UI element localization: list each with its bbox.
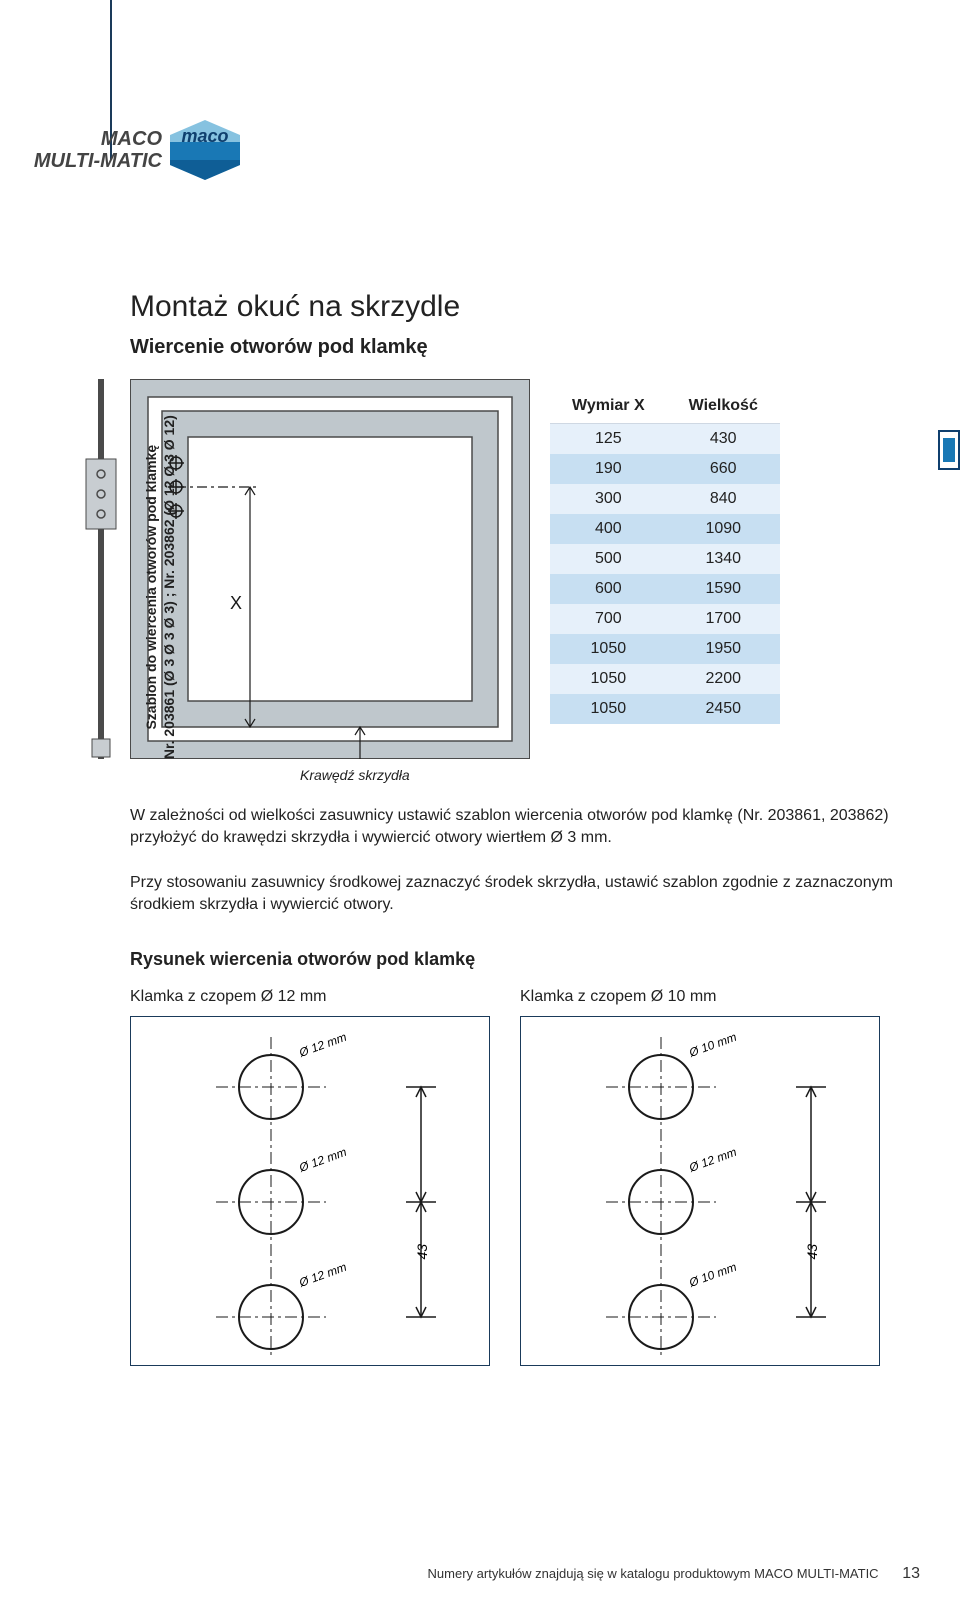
table-cell: 1700 xyxy=(667,604,780,634)
svg-text:Ø 12 mm: Ø 12 mm xyxy=(296,1144,348,1174)
table-cell: 430 xyxy=(667,424,780,455)
table-row: 125430 xyxy=(550,424,780,455)
brand-line1: MACO xyxy=(0,128,162,150)
paragraph-2: Przy stosowaniu zasuwnicy środkowej zazn… xyxy=(130,872,910,917)
drill-col-left: Klamka z czopem Ø 12 mm Ø 12 mmØ 12 mmØ … xyxy=(130,988,490,1366)
logo-text-svg: maco xyxy=(181,126,228,146)
side-label-line2: Nr. 203861 (Ø 3 Ø 3 Ø 3) ; Nr. 203862 (Ø… xyxy=(161,415,177,759)
drill-col-right: Klamka z czopem Ø 10 mm Ø 10 mmØ 12 mmØ … xyxy=(520,988,880,1366)
paragraph-1: W zależności od wielkości zasuwnicy usta… xyxy=(130,805,910,850)
svg-text:Ø 12 mm: Ø 12 mm xyxy=(296,1259,348,1289)
table-cell: 600 xyxy=(550,574,667,604)
table-row: 4001090 xyxy=(550,514,780,544)
template-tool-icon xyxy=(80,379,120,759)
svg-text:Ø 12 mm: Ø 12 mm xyxy=(296,1029,348,1059)
page-number: 13 xyxy=(902,1565,920,1582)
table-row: 5001340 xyxy=(550,544,780,574)
drill-drawings-row: Klamka z czopem Ø 12 mm Ø 12 mmØ 12 mmØ … xyxy=(130,988,910,1366)
table-row: 300840 xyxy=(550,484,780,514)
edge-label: Krawędź skrzydła xyxy=(300,767,910,783)
table-row: 190660 xyxy=(550,454,780,484)
table-cell: 300 xyxy=(550,484,667,514)
table-row: 6001590 xyxy=(550,574,780,604)
page-tab xyxy=(938,430,960,470)
side-label-line1: Szablon do wiercenia otworów pod klamkę xyxy=(143,445,159,730)
table-header-x: Wymiar X xyxy=(550,389,667,424)
table-row: 10502450 xyxy=(550,694,780,724)
brand-line2: MULTI-MATIC xyxy=(0,150,162,172)
table-cell: 1050 xyxy=(550,694,667,724)
drill-left-box: Ø 12 mm Ø 12 mm Ø 12 mm 43 xyxy=(130,1016,490,1366)
brand-logo: maco xyxy=(170,120,240,180)
table-row: 10501950 xyxy=(550,634,780,664)
footer-text: Numery artykułów znajdują się w katalogu… xyxy=(428,1566,879,1581)
table-cell: 840 xyxy=(667,484,780,514)
table-cell: 1590 xyxy=(667,574,780,604)
table-header-size: Wielkość xyxy=(667,389,780,424)
table-cell: 125 xyxy=(550,424,667,455)
side-column: Szablon do wiercenia otworów pod klamkę … xyxy=(40,379,120,759)
top-row: Szablon do wiercenia otworów pod klamkę … xyxy=(130,379,910,759)
table-cell: 400 xyxy=(550,514,667,544)
drill-right-title: Klamka z czopem Ø 10 mm xyxy=(520,988,880,1006)
footer: Numery artykułów znajdują się w katalogu… xyxy=(428,1565,920,1583)
table-row: 10502200 xyxy=(550,664,780,694)
table-cell: 2450 xyxy=(667,694,780,724)
brand-text: MACO MULTI-MATIC xyxy=(0,128,162,172)
section-title-drill: Rysunek wiercenia otworów pod klamkę xyxy=(130,949,910,970)
table-cell: 1050 xyxy=(550,664,667,694)
content-area: Montaż okuć na skrzydle Wiercenie otworó… xyxy=(130,290,910,1366)
svg-text:Ø 10 mm: Ø 10 mm xyxy=(686,1259,738,1289)
table-cell: 1340 xyxy=(667,544,780,574)
table-cell: 700 xyxy=(550,604,667,634)
drill-right-box: Ø 10 mm Ø 12 mm Ø 10 mm 43 xyxy=(520,1016,880,1366)
page-subtitle: Wiercenie otworów pod klamkę xyxy=(130,336,910,359)
table-cell: 660 xyxy=(667,454,780,484)
brand-block: MACO MULTI-MATIC maco xyxy=(0,120,240,180)
table-cell: 500 xyxy=(550,544,667,574)
svg-text:Ø 12 mm: Ø 12 mm xyxy=(686,1144,738,1174)
drill-left-title: Klamka z czopem Ø 12 mm xyxy=(130,988,490,1006)
table-row: 7001700 xyxy=(550,604,780,634)
table-cell: 2200 xyxy=(667,664,780,694)
table-cell: 1050 xyxy=(550,634,667,664)
side-rotated-label: Szablon do wiercenia otworów pod klamkę … xyxy=(142,407,178,767)
page-title: Montaż okuć na skrzydle xyxy=(130,290,910,324)
window-diagram: X xyxy=(130,379,530,759)
svg-text:43: 43 xyxy=(804,1243,820,1259)
dimension-table: Wymiar X Wielkość 1254301906603008404001… xyxy=(550,389,780,724)
x-dimension-label: X xyxy=(230,593,242,613)
table-cell: 1950 xyxy=(667,634,780,664)
table-cell: 190 xyxy=(550,454,667,484)
table-cell: 1090 xyxy=(667,514,780,544)
svg-text:Ø 10 mm: Ø 10 mm xyxy=(686,1029,738,1059)
svg-text:43: 43 xyxy=(414,1243,430,1259)
